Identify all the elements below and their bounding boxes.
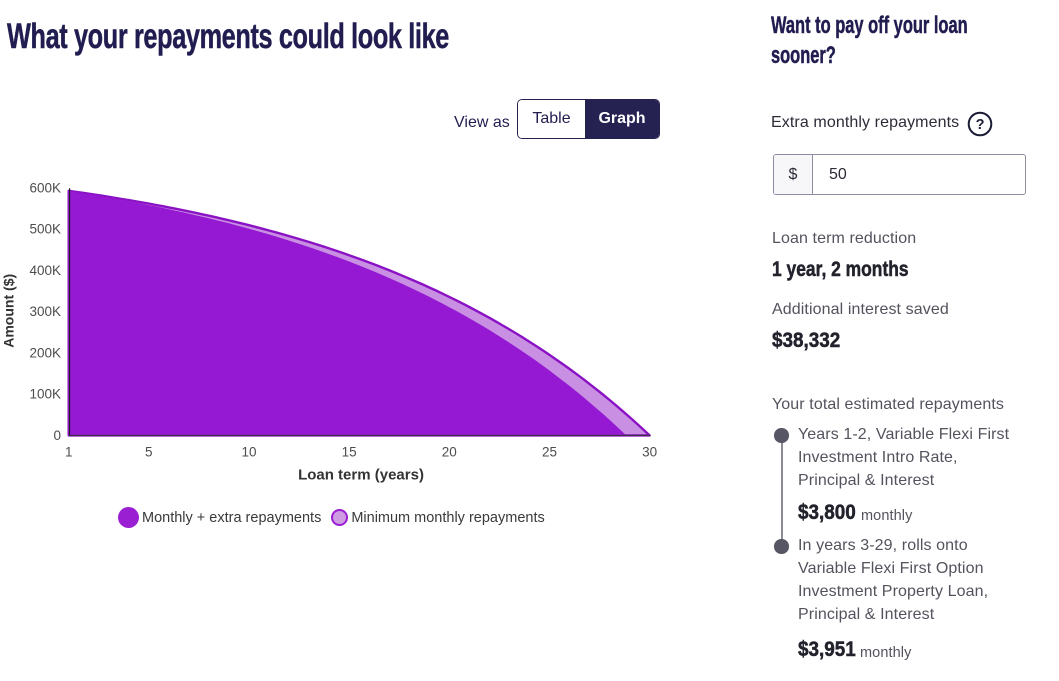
- svg-text:20: 20: [442, 445, 457, 460]
- svg-text:Loan term (years): Loan term (years): [298, 466, 424, 483]
- svg-text:100K: 100K: [29, 387, 61, 402]
- svg-text:30: 30: [642, 445, 657, 460]
- svg-text:600K: 600K: [29, 181, 61, 196]
- svg-text:200K: 200K: [29, 345, 61, 360]
- svg-text:?: ?: [976, 117, 985, 133]
- svg-text:400K: 400K: [29, 263, 61, 278]
- svg-text:5: 5: [145, 445, 153, 460]
- svg-text:Amount ($): Amount ($): [2, 274, 17, 348]
- svg-text:25: 25: [542, 445, 557, 460]
- svg-text:10: 10: [241, 445, 256, 460]
- svg-text:500K: 500K: [29, 222, 61, 237]
- svg-text:300K: 300K: [29, 304, 61, 319]
- svg-text:0: 0: [53, 428, 61, 443]
- svg-text:1: 1: [65, 445, 73, 460]
- svg-text:15: 15: [342, 445, 357, 460]
